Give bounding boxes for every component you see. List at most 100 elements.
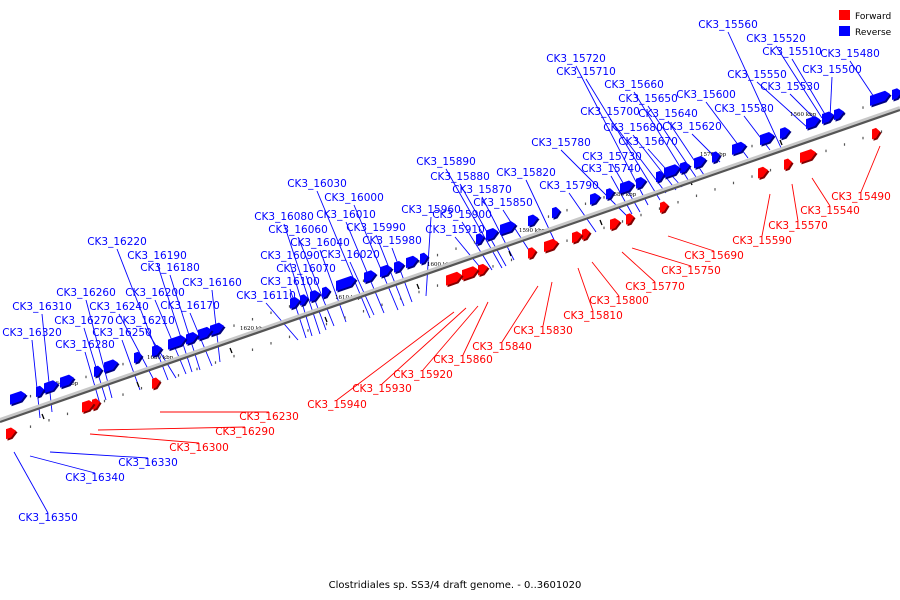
- reverse-gene-arrow: [870, 90, 892, 108]
- axis-major-tick: [324, 316, 328, 323]
- leader-line: [118, 313, 157, 385]
- reverse-gene-arrow: [694, 155, 708, 170]
- gene-label-ck3-15830: CK3_15830: [513, 325, 573, 337]
- gene-label-ck3-15740: CK3_15740: [581, 163, 641, 175]
- forward-gene-arrow-body: [92, 398, 100, 410]
- leader-line: [462, 301, 489, 356]
- forward-gene-arrow-body: [82, 400, 94, 413]
- gene-label-ck3-15870: CK3_15870: [452, 184, 512, 196]
- reverse-legend-swatch: [839, 26, 850, 36]
- reverse-gene-arrow-body: [10, 390, 26, 405]
- leader-line: [577, 267, 594, 312]
- reverse-gene-arrow: [380, 264, 394, 279]
- axis-major-tick: [41, 413, 45, 420]
- leader-line: [459, 183, 507, 267]
- gene-label-ck3-15500: CK3_15500: [802, 64, 862, 76]
- gene-label-ck3-15490: CK3_15490: [831, 191, 891, 203]
- leader-line: [585, 78, 661, 201]
- reverse-gene-arrow: [528, 214, 540, 228]
- forward-legend-swatch: [839, 10, 850, 20]
- gene-label-ck3-15930: CK3_15930: [352, 383, 412, 395]
- gene-label-ck3-16230: CK3_16230: [239, 411, 299, 423]
- reverse-gene-arrow: [732, 141, 748, 157]
- gene-label-ck3-15690: CK3_15690: [684, 250, 744, 262]
- leader-line: [41, 313, 53, 413]
- reverse-gene-arrow: [636, 177, 648, 191]
- leader-line: [121, 339, 141, 391]
- axis-tick-label: 1620 kbp: [240, 326, 267, 332]
- reverse-gene-arrow-body: [94, 365, 102, 378]
- reverse-gene-arrow-body: [364, 270, 376, 283]
- gene-label-ck3-16100: CK3_16100: [260, 276, 320, 288]
- reverse-gene-arrow-body: [694, 155, 706, 169]
- axis-major-tick: [599, 219, 603, 226]
- reverse-gene-arrow-body: [870, 90, 890, 106]
- forward-gene-arrow: [446, 271, 464, 288]
- reverse-gene-arrow-body: [486, 228, 498, 241]
- reverse-gene-arrow: [680, 161, 692, 176]
- reverse-gene-arrow: [780, 127, 792, 141]
- forward-gene-arrow: [660, 201, 670, 215]
- axis-shadow: [0, 106, 900, 422]
- forward-gene-arrow: [6, 427, 18, 441]
- gene-label-ck3-16020: CK3_16020: [320, 249, 380, 261]
- forward-gene-arrow-body: [446, 271, 462, 286]
- forward-gene-arrow-body: [544, 238, 558, 252]
- leader-line: [305, 275, 327, 331]
- gene-label-ck3-15980: CK3_15980: [362, 235, 422, 247]
- reverse-gene-arrow-body: [606, 188, 614, 200]
- reverse-gene-arrow-body: [44, 380, 58, 394]
- gene-label-ck3-16280: CK3_16280: [55, 339, 115, 351]
- gene-label-ck3-15700: CK3_15700: [580, 106, 640, 118]
- leader-line: [632, 134, 677, 191]
- forward-gene-arrow: [582, 228, 592, 242]
- leader-line: [49, 451, 149, 459]
- leader-line: [501, 285, 539, 343]
- gene-label-ck3-15840: CK3_15840: [472, 341, 532, 353]
- gene-label-ck3-16110: CK3_16110: [236, 290, 296, 302]
- gene-label-ck3-16300: CK3_16300: [169, 442, 229, 454]
- leader-line: [391, 247, 413, 303]
- reverse-gene-arrow: [336, 275, 358, 293]
- reverse-gene-arrow-body: [152, 344, 162, 357]
- reverse-gene-arrow: [500, 221, 518, 237]
- reverse-gene-arrow: [834, 108, 846, 122]
- forward-gene-arrow: [626, 213, 636, 227]
- leader-line: [97, 426, 246, 431]
- leader-line: [336, 311, 455, 401]
- forward-gene-arrow-body: [610, 218, 620, 230]
- gene-label-ck3-15510: CK3_15510: [762, 46, 822, 58]
- leader-line: [568, 192, 597, 233]
- gene-label-ck3-16290: CK3_16290: [215, 426, 275, 438]
- leader-line: [849, 60, 875, 98]
- gene-label-ck3-16240: CK3_16240: [89, 301, 149, 313]
- leader-line: [829, 76, 833, 119]
- reverse-gene-arrow: [198, 326, 214, 342]
- gene-label-ck3-15820: CK3_15820: [496, 167, 556, 179]
- leader-line: [667, 235, 715, 252]
- gene-label-ck3-16270: CK3_16270: [54, 315, 114, 327]
- gene-label-ck3-15590: CK3_15590: [732, 235, 792, 247]
- gene-label-ck3-15770: CK3_15770: [625, 281, 685, 293]
- forward-gene-arrow: [82, 400, 96, 414]
- reverse-gene-arrow-body: [656, 170, 664, 183]
- reverse-gene-arrow-body: [36, 385, 44, 398]
- reverse-gene-arrow: [300, 294, 310, 308]
- forward-gene-arrow: [544, 238, 560, 254]
- reverse-gene-arrow-body: [834, 108, 844, 121]
- reverse-gene-arrow-body: [552, 206, 560, 219]
- reverse-gene-arrow: [760, 131, 776, 147]
- axis-major-tick: [416, 283, 420, 290]
- reverse-gene-arrow: [186, 332, 200, 346]
- reverse-gene-arrow-body: [806, 116, 820, 130]
- gene-label-ck3-16250: CK3_16250: [92, 327, 152, 339]
- leader-line: [621, 251, 656, 283]
- gene-label-ck3-15780: CK3_15780: [531, 137, 591, 149]
- reverse-gene-arrow-body: [322, 286, 330, 298]
- reverse-gene-arrow-body: [528, 214, 538, 227]
- reverse-gene-arrow-body: [380, 264, 392, 278]
- gene-label-ck3-15730: CK3_15730: [582, 151, 642, 163]
- gene-label-ck3-15800: CK3_15800: [589, 295, 649, 307]
- gene-label-ck3-16080: CK3_16080: [254, 211, 314, 223]
- leader-line: [116, 248, 169, 381]
